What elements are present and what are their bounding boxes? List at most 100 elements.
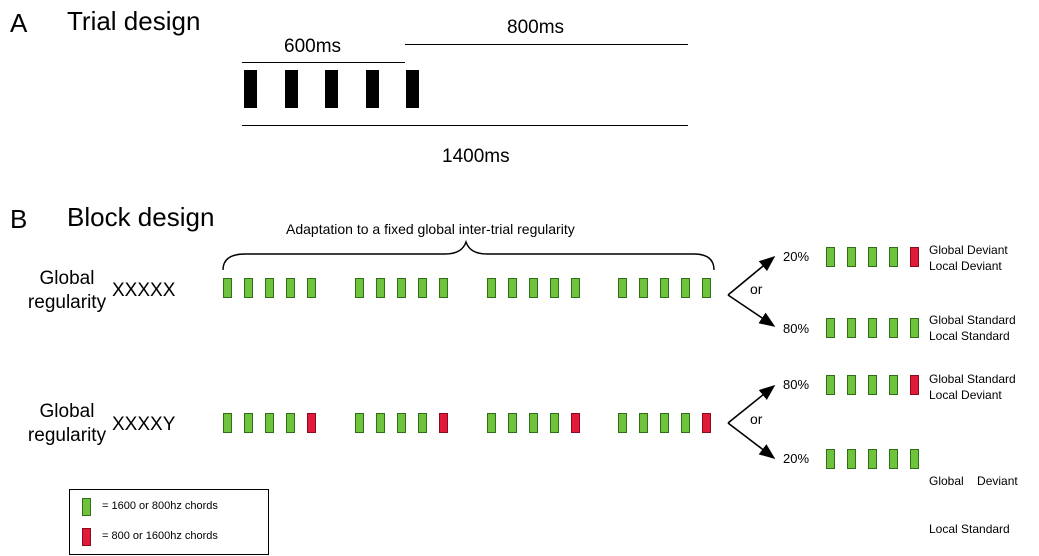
chord-green bbox=[910, 449, 919, 469]
arrow-row2-up bbox=[727, 384, 776, 424]
chord-green bbox=[889, 318, 898, 338]
row2-label-line2: regularity bbox=[27, 425, 107, 446]
chord-green bbox=[847, 318, 856, 338]
chord-green bbox=[889, 247, 898, 267]
tone-bar bbox=[285, 70, 298, 108]
chord-green bbox=[889, 449, 898, 469]
line-1400ms bbox=[242, 125, 688, 126]
chord-green bbox=[244, 278, 253, 298]
chord-green bbox=[265, 413, 274, 433]
outcome-line1: Global Standard bbox=[929, 372, 1016, 386]
chord-green bbox=[223, 413, 232, 433]
tone-bar bbox=[244, 70, 257, 108]
row1-label-line1: Global bbox=[39, 268, 95, 289]
row1-label-line2: regularity bbox=[27, 292, 107, 313]
row2-label-line1: Global bbox=[39, 401, 95, 422]
line-800ms bbox=[405, 44, 688, 45]
row2-outcome2-label: Global Deviant Local Standard bbox=[929, 441, 1018, 553]
chord-green bbox=[223, 278, 232, 298]
row2-label: Global regularity bbox=[24, 400, 110, 448]
chord-green bbox=[376, 413, 385, 433]
row1-outcome2-pct: 80% bbox=[783, 321, 810, 336]
chord-green bbox=[681, 278, 690, 298]
outcome-line2: Local Standard bbox=[929, 522, 1010, 536]
chord-green bbox=[508, 413, 517, 433]
chord-green bbox=[847, 449, 856, 469]
legend-green-swatch bbox=[82, 498, 91, 516]
chord-green bbox=[418, 278, 427, 298]
row1-or: or bbox=[750, 281, 763, 297]
row2-outcome2-pct: 20% bbox=[783, 451, 810, 466]
row1-outcome1-pct: 20% bbox=[783, 249, 810, 264]
outcome-line1: Global Standard bbox=[929, 313, 1016, 327]
tone-bar bbox=[325, 70, 338, 108]
chord-green bbox=[639, 278, 648, 298]
chord-green bbox=[868, 318, 877, 338]
chord-green bbox=[868, 247, 877, 267]
chord-green bbox=[550, 413, 559, 433]
label-800ms: 800ms bbox=[507, 17, 565, 38]
panel-b-letter: B bbox=[10, 204, 28, 234]
chord-green bbox=[286, 278, 295, 298]
label-1400ms: 1400ms bbox=[442, 146, 510, 167]
chord-green bbox=[681, 413, 690, 433]
chord-red bbox=[571, 413, 580, 433]
arrow-row1-down bbox=[727, 294, 776, 327]
chord-green bbox=[397, 278, 406, 298]
outcome-line1: Global Deviant bbox=[929, 474, 1018, 488]
outcome-line2: Local Deviant bbox=[929, 259, 1002, 273]
brace-label: Adaptation to a fixed global inter-trial… bbox=[286, 221, 575, 237]
arrow-row1-up bbox=[727, 255, 776, 296]
chord-green bbox=[397, 413, 406, 433]
chord-green bbox=[639, 413, 648, 433]
chord-green bbox=[826, 449, 835, 469]
chord-green bbox=[376, 278, 385, 298]
chord-red bbox=[702, 413, 711, 433]
row1-sequence: XXXXX bbox=[112, 280, 176, 301]
outcome-line1: Global Deviant bbox=[929, 243, 1008, 257]
chord-green bbox=[826, 375, 835, 395]
arrow-row2-down bbox=[727, 422, 776, 459]
outcome-line2: Local Standard bbox=[929, 329, 1010, 343]
adaptation-brace bbox=[222, 239, 715, 271]
outcome-line2: Local Deviant bbox=[929, 388, 1002, 402]
row2-outcome1-pct: 80% bbox=[783, 377, 810, 392]
chord-green bbox=[418, 413, 427, 433]
chord-green bbox=[286, 413, 295, 433]
chord-green bbox=[529, 278, 538, 298]
panel-a-letter: A bbox=[10, 8, 28, 38]
chord-red bbox=[439, 413, 448, 433]
row2-or: or bbox=[750, 411, 763, 427]
chord-green bbox=[889, 375, 898, 395]
chord-green bbox=[355, 278, 364, 298]
legend-red-label: = 800 or 1600hz chords bbox=[102, 530, 218, 542]
legend-green-label: = 1600 or 800hz chords bbox=[102, 500, 218, 512]
chord-green bbox=[550, 278, 559, 298]
row2-sequence: XXXXY bbox=[112, 414, 176, 435]
chord-green bbox=[571, 278, 580, 298]
chord-green bbox=[307, 278, 316, 298]
row2-outcome1-label: Global Standard Local Deviant bbox=[929, 371, 1016, 403]
chord-green bbox=[265, 278, 274, 298]
panel-a-title: Trial design bbox=[67, 6, 201, 36]
chord-green bbox=[847, 247, 856, 267]
panel-b-title: Block design bbox=[67, 202, 215, 232]
tone-bar bbox=[406, 70, 419, 108]
chord-green bbox=[529, 413, 538, 433]
chord-green bbox=[660, 413, 669, 433]
chord-green bbox=[702, 278, 711, 298]
chord-green bbox=[847, 375, 856, 395]
tone-bar bbox=[366, 70, 379, 108]
chord-green bbox=[355, 413, 364, 433]
chord-green bbox=[826, 318, 835, 338]
line-600ms bbox=[242, 62, 405, 63]
chord-green bbox=[826, 247, 835, 267]
chord-green bbox=[439, 278, 448, 298]
chord-green bbox=[487, 413, 496, 433]
chord-green bbox=[868, 449, 877, 469]
chord-red bbox=[910, 247, 919, 267]
chord-green bbox=[868, 375, 877, 395]
chord-green bbox=[910, 318, 919, 338]
chord-green bbox=[244, 413, 253, 433]
